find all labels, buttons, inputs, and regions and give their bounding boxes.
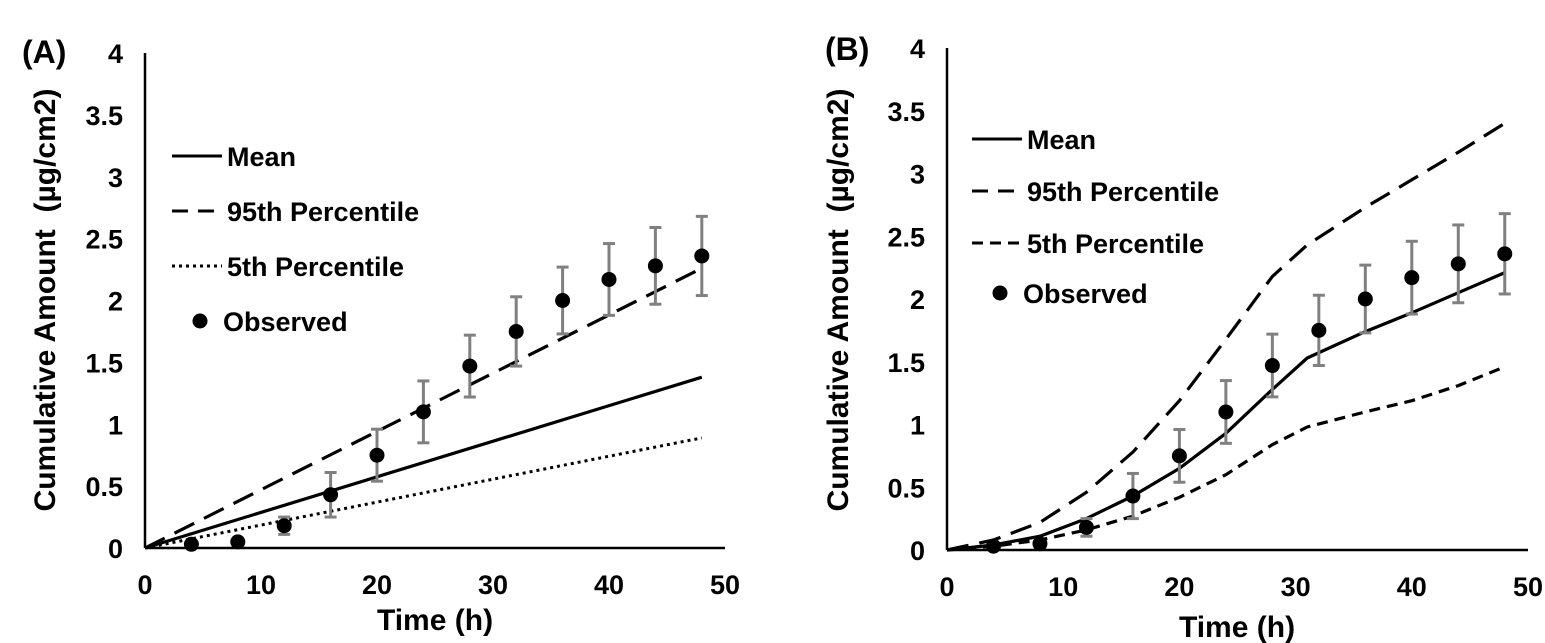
- y-tick-label: 3.5: [85, 101, 123, 131]
- legend-label: Mean: [227, 142, 296, 172]
- y-axis-title: Cumulative Amount (µg/cm2): [822, 89, 855, 512]
- x-tick-label: 0: [137, 570, 152, 600]
- observed-point: [1078, 519, 1094, 535]
- observed-point: [555, 293, 571, 308]
- observed-point: [1497, 246, 1513, 262]
- x-tick-label: 30: [478, 570, 508, 600]
- legend-label: 95th Percentile: [1027, 177, 1219, 207]
- y-tick-label: 2.5: [85, 225, 123, 255]
- y-tick-label: 3: [108, 163, 123, 193]
- x-tick-label: 50: [710, 570, 740, 600]
- y-tick-label: 4: [108, 39, 123, 69]
- legend: Mean 95th Percentile 5th Percentile Observe…: [172, 142, 419, 337]
- observed-point: [276, 518, 292, 534]
- observed-point: [323, 487, 339, 503]
- legend-label: Mean: [1027, 125, 1096, 155]
- y-tick-label: 0: [910, 536, 925, 566]
- legend-item: Mean: [172, 142, 296, 172]
- y-tick-label: 3: [910, 160, 925, 190]
- x-tick-label: 20: [1164, 572, 1194, 602]
- observed-point: [1450, 256, 1466, 272]
- x-tick-label: 0: [939, 572, 954, 602]
- y-tick-label: 4: [910, 34, 925, 64]
- legend-item: Observed: [192, 307, 348, 337]
- legend-label: 5th Percentile: [227, 252, 404, 282]
- legend-label: Observed: [223, 307, 348, 337]
- legend-item: 95th Percentile: [972, 177, 1219, 207]
- observed-point: [183, 536, 199, 552]
- y-tick-label: 3.5: [887, 97, 925, 127]
- observed-point: [985, 538, 1001, 554]
- x-tick-label: 20: [362, 570, 392, 600]
- observed-point: [508, 323, 524, 339]
- observed-point: [1032, 536, 1048, 552]
- legend-marker: [992, 285, 1008, 301]
- observed-point: [415, 404, 431, 420]
- legend-item: 95th Percentile: [172, 197, 419, 227]
- x-tick-label: 40: [1397, 572, 1427, 602]
- observed-point: [1125, 488, 1141, 504]
- observed-point: [694, 248, 710, 264]
- legend-marker: [192, 313, 208, 329]
- legend-item: Mean: [972, 125, 1096, 155]
- observed-point: [230, 534, 246, 550]
- observed-point: [1357, 291, 1373, 307]
- panel-label: (B): [825, 31, 869, 67]
- y-tick-label: 2: [108, 287, 123, 317]
- legend-item: 5th Percentile: [172, 252, 404, 282]
- y-tick-label: 1.5: [85, 348, 123, 378]
- series-line-mean: [144, 375, 703, 550]
- legend-label: 5th Percentile: [1027, 229, 1204, 259]
- legend-item: Observed: [992, 279, 1148, 309]
- x-tick-label: 10: [246, 570, 276, 600]
- observed-point: [1218, 404, 1234, 420]
- series-observed: [985, 212, 1513, 554]
- observed-point: [1264, 358, 1280, 374]
- y-tick-label: 0.5: [85, 472, 123, 502]
- observed-point: [462, 358, 478, 374]
- x-tick-label: 30: [1281, 572, 1311, 602]
- y-tick-label: 0: [108, 534, 123, 564]
- observed-point: [369, 447, 385, 463]
- y-tick-label: 2.5: [887, 222, 925, 252]
- observed-point: [601, 271, 617, 287]
- y-axis-title: Cumulative Amount (µg/cm2): [29, 89, 62, 512]
- series-line-95th-percentile: [946, 121, 1506, 552]
- observed-point: [647, 258, 663, 274]
- legend-label: 95th Percentile: [227, 197, 419, 227]
- observed-point: [1311, 322, 1327, 338]
- x-axis-title: Time (h): [377, 604, 493, 637]
- series-line-5th-percentile: [144, 436, 703, 550]
- legend: Mean 95th Percentile 5th Percentile Observe…: [972, 125, 1219, 309]
- panel-label: (A): [22, 34, 66, 70]
- observed-point: [1404, 270, 1420, 286]
- x-tick-label: 40: [594, 570, 624, 600]
- x-tick-label: 10: [1048, 572, 1078, 602]
- legend-label: Observed: [1023, 279, 1148, 309]
- y-tick-label: 2: [910, 285, 925, 315]
- y-tick-label: 0.5: [887, 473, 925, 503]
- observed-point: [1171, 448, 1187, 464]
- y-tick-label: 1.5: [887, 348, 925, 378]
- y-tick-label: 1: [910, 411, 925, 441]
- series-observed: [183, 214, 710, 552]
- legend-item: 5th Percentile: [972, 229, 1204, 259]
- x-tick-label: 50: [1513, 572, 1543, 602]
- x-axis-title: Time (h): [1179, 611, 1295, 643]
- y-tick-label: 1: [108, 410, 123, 440]
